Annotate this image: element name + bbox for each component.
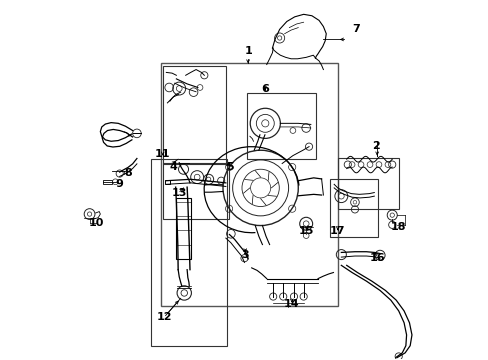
Text: 8: 8 <box>124 168 132 178</box>
Text: 17: 17 <box>329 226 345 236</box>
Text: 12: 12 <box>157 312 172 322</box>
Text: 10: 10 <box>89 218 104 228</box>
Bar <box>163 163 229 220</box>
Bar <box>175 198 190 259</box>
Bar <box>102 180 112 184</box>
Text: 14: 14 <box>284 299 299 309</box>
Text: 4: 4 <box>169 162 177 172</box>
Text: 15: 15 <box>298 226 313 236</box>
Text: 5: 5 <box>226 162 233 172</box>
Text: 13: 13 <box>171 188 186 198</box>
Text: 16: 16 <box>369 253 385 263</box>
Text: 7: 7 <box>351 24 359 35</box>
Text: 3: 3 <box>241 250 249 260</box>
Text: 9: 9 <box>115 179 122 189</box>
Text: 18: 18 <box>390 222 406 232</box>
Text: 6: 6 <box>261 84 269 94</box>
Bar <box>247 93 315 159</box>
Bar <box>338 158 399 210</box>
Text: 2: 2 <box>372 141 380 151</box>
Bar <box>161 63 338 306</box>
Bar <box>329 179 377 237</box>
Bar <box>150 159 227 346</box>
Bar <box>163 66 225 164</box>
Text: 11: 11 <box>155 149 170 159</box>
Bar <box>164 180 169 184</box>
Text: 1: 1 <box>244 46 251 56</box>
